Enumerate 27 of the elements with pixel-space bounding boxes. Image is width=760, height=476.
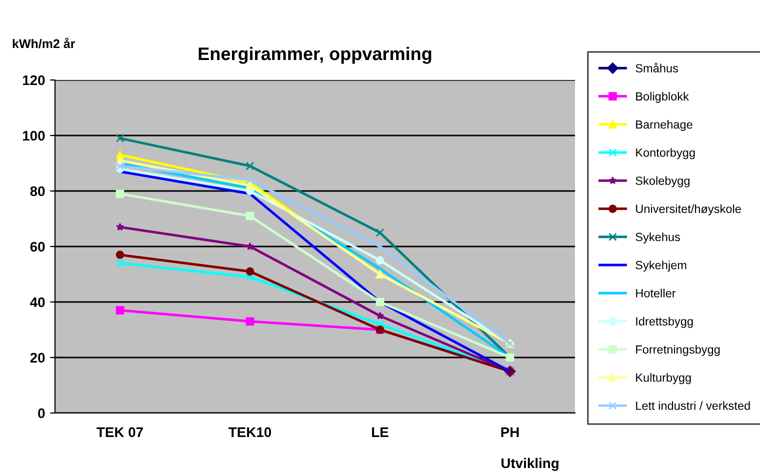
legend-label: Sykehjem (636, 260, 686, 272)
x-axis-title: Utvikling (502, 458, 558, 471)
y-tick-label: 80 (30, 186, 45, 196)
legend-label: Universitet/høyskole (636, 204, 741, 216)
y-axis-title: kWh/m2 år (12, 38, 76, 48)
legend-label: Småhus (636, 62, 678, 72)
chart-title: Energirammer, oppvarming (198, 46, 432, 64)
x-tick-label: LE (372, 427, 388, 437)
legend-label: Kontorbygg (636, 148, 695, 160)
legend-label: Hoteller (636, 288, 676, 298)
legend-label: Kulturbygg (636, 373, 691, 384)
y-tick-label: 0 (38, 408, 45, 418)
y-tick-label: 40 (30, 297, 45, 308)
y-tick-label: 100 (22, 130, 45, 141)
legend-label: Sykehus (636, 232, 680, 244)
x-tick-label: PH (501, 427, 519, 437)
legend-label: Idrettsbygg (636, 316, 693, 328)
y-tick-label: 120 (22, 75, 45, 86)
legend-label: Skolebygg (636, 176, 690, 188)
y-tick-label: 60 (30, 242, 45, 252)
x-tick-label: TEK 07 (96, 427, 143, 438)
x-tick-label: TEK10 (228, 427, 272, 438)
legend-label: Boligblokk (636, 92, 689, 103)
y-tick-label: 20 (30, 352, 45, 363)
legend-label: Forretningsbygg (636, 344, 720, 356)
legend-label: Barnehage (636, 120, 692, 132)
legend-label: Lett industri / verksted (636, 401, 750, 410)
